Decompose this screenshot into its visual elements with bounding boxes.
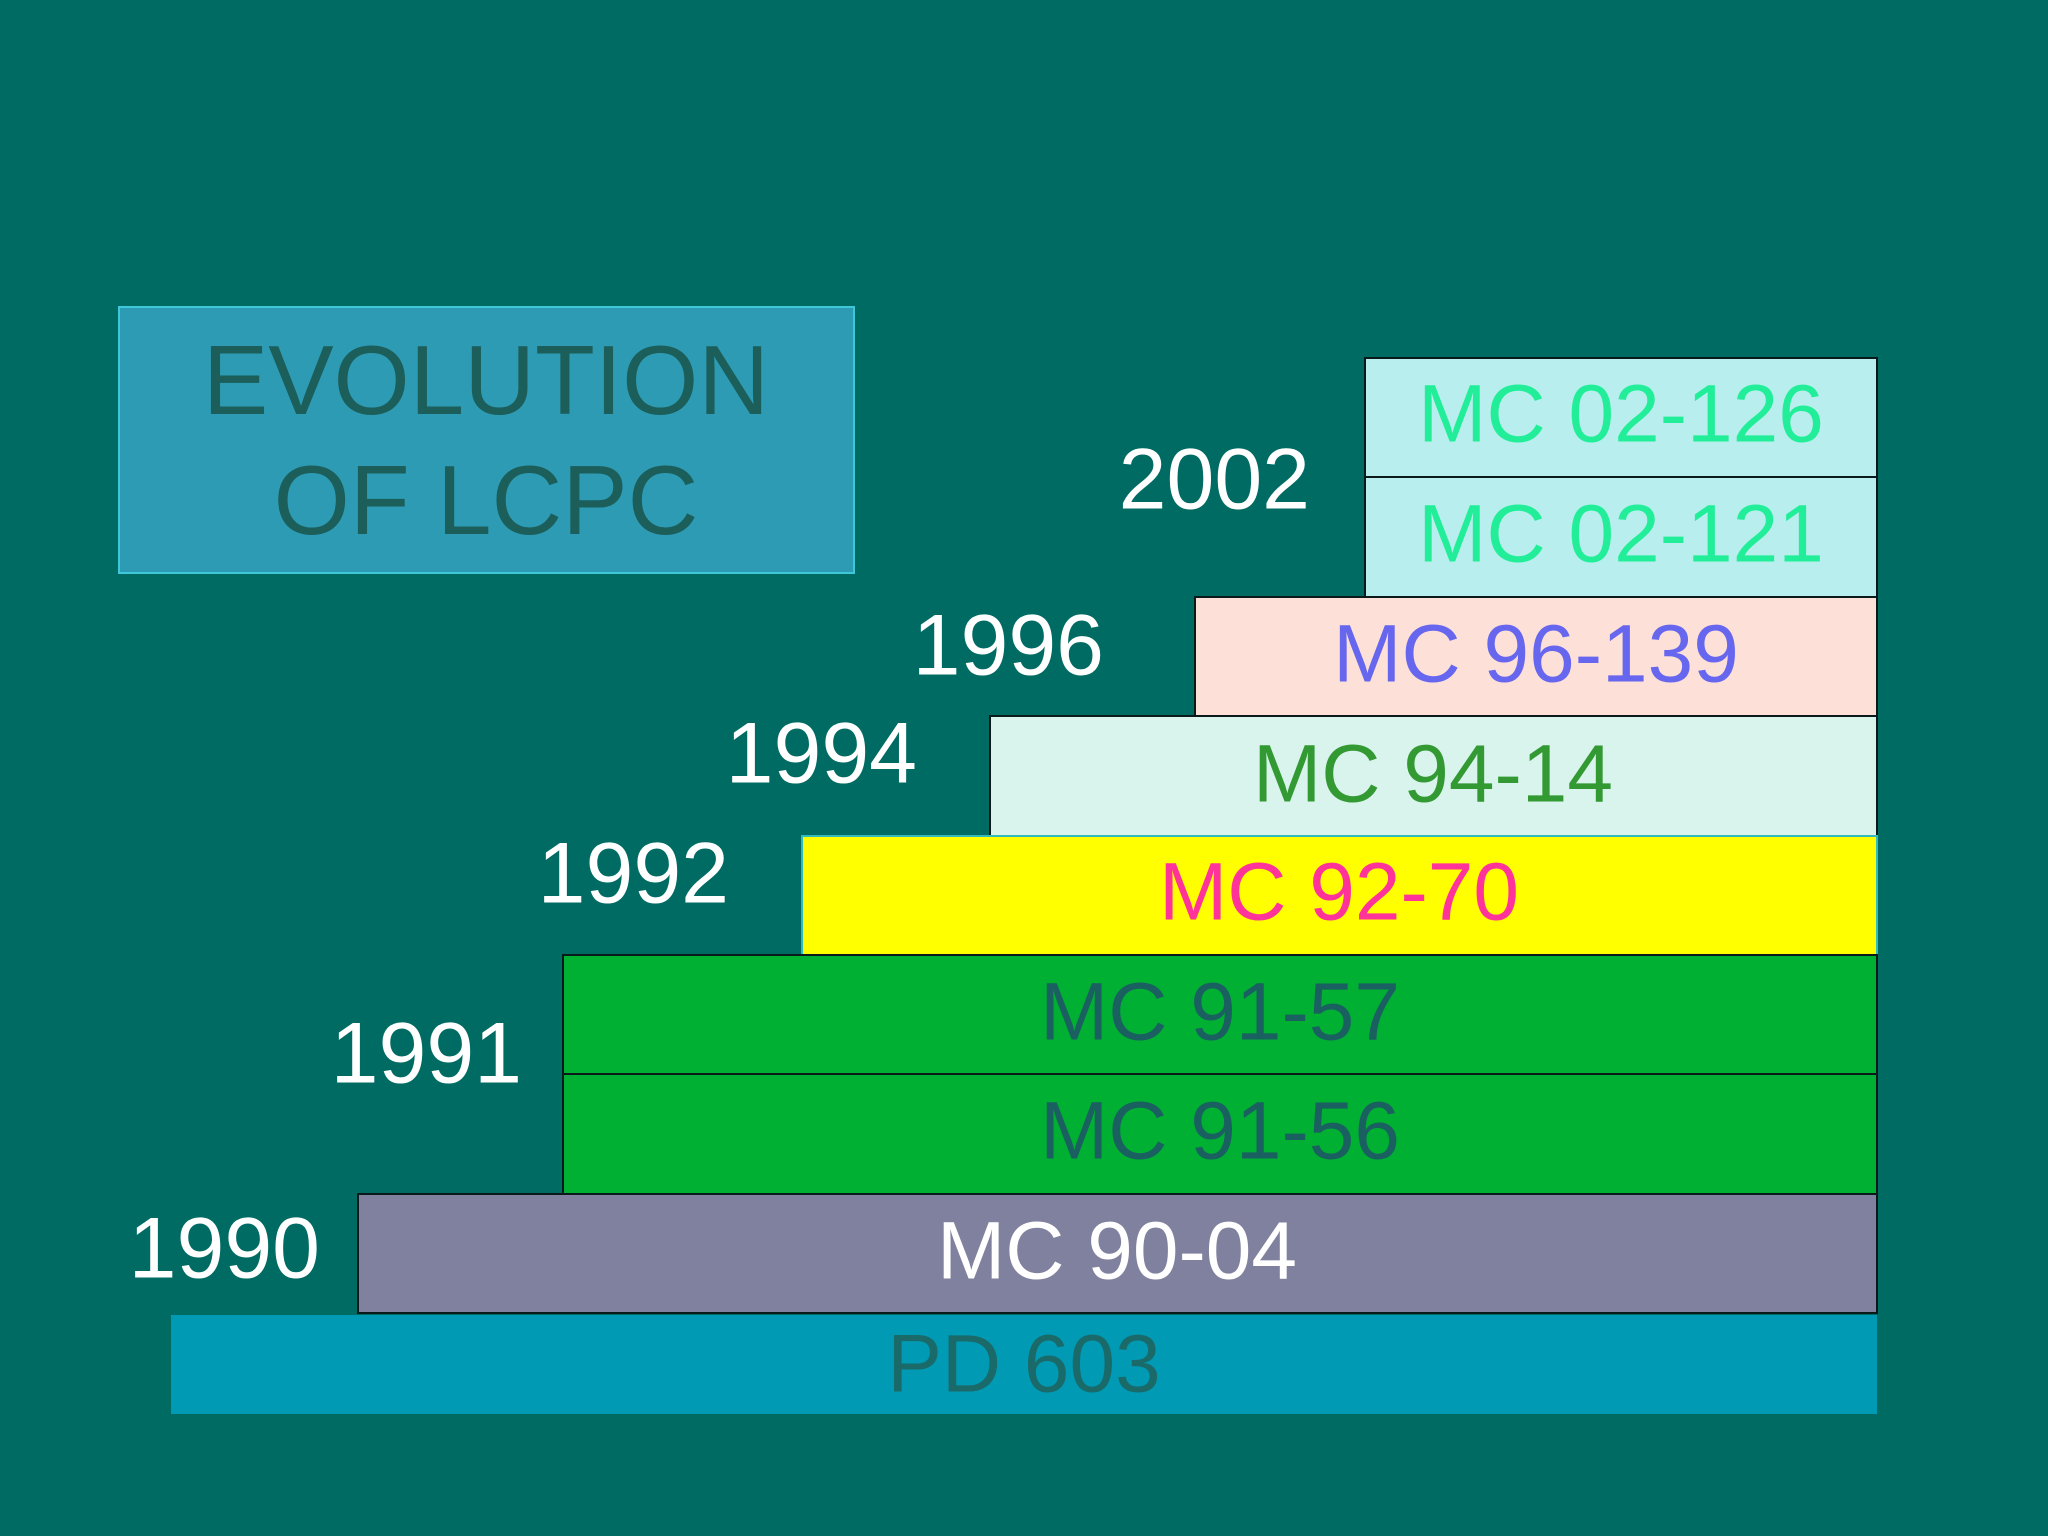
year-label: 1994	[726, 706, 917, 802]
block-label: PD 603	[887, 1319, 1161, 1410]
year-label: 1990	[129, 1201, 320, 1297]
block	[1364, 476, 1878, 598]
title-line: EVOLUTION	[203, 325, 769, 435]
block-label: MC 91-57	[1040, 967, 1400, 1058]
block-label: MC 91-56	[1040, 1086, 1400, 1177]
year-label: 1992	[538, 826, 729, 922]
block-label: MC 90-04	[937, 1206, 1297, 1297]
block	[171, 1315, 1877, 1414]
block	[1364, 357, 1878, 478]
year-label: 2002	[1119, 432, 1310, 528]
title-line: OF LCPC	[274, 445, 699, 555]
block	[357, 1193, 1878, 1314]
block	[1194, 596, 1878, 717]
year-label: 1996	[913, 598, 1104, 694]
block-label: MC 02-126	[1418, 369, 1824, 460]
block	[562, 954, 1878, 1075]
title-box	[118, 306, 855, 574]
block	[562, 1073, 1878, 1195]
year-label: 1991	[331, 1006, 522, 1102]
block-label: MC 92-70	[1159, 847, 1519, 938]
block-label: MC 94-14	[1253, 729, 1613, 820]
block-label: MC 96-139	[1333, 609, 1739, 700]
block-label: MC 02-121	[1418, 489, 1824, 580]
